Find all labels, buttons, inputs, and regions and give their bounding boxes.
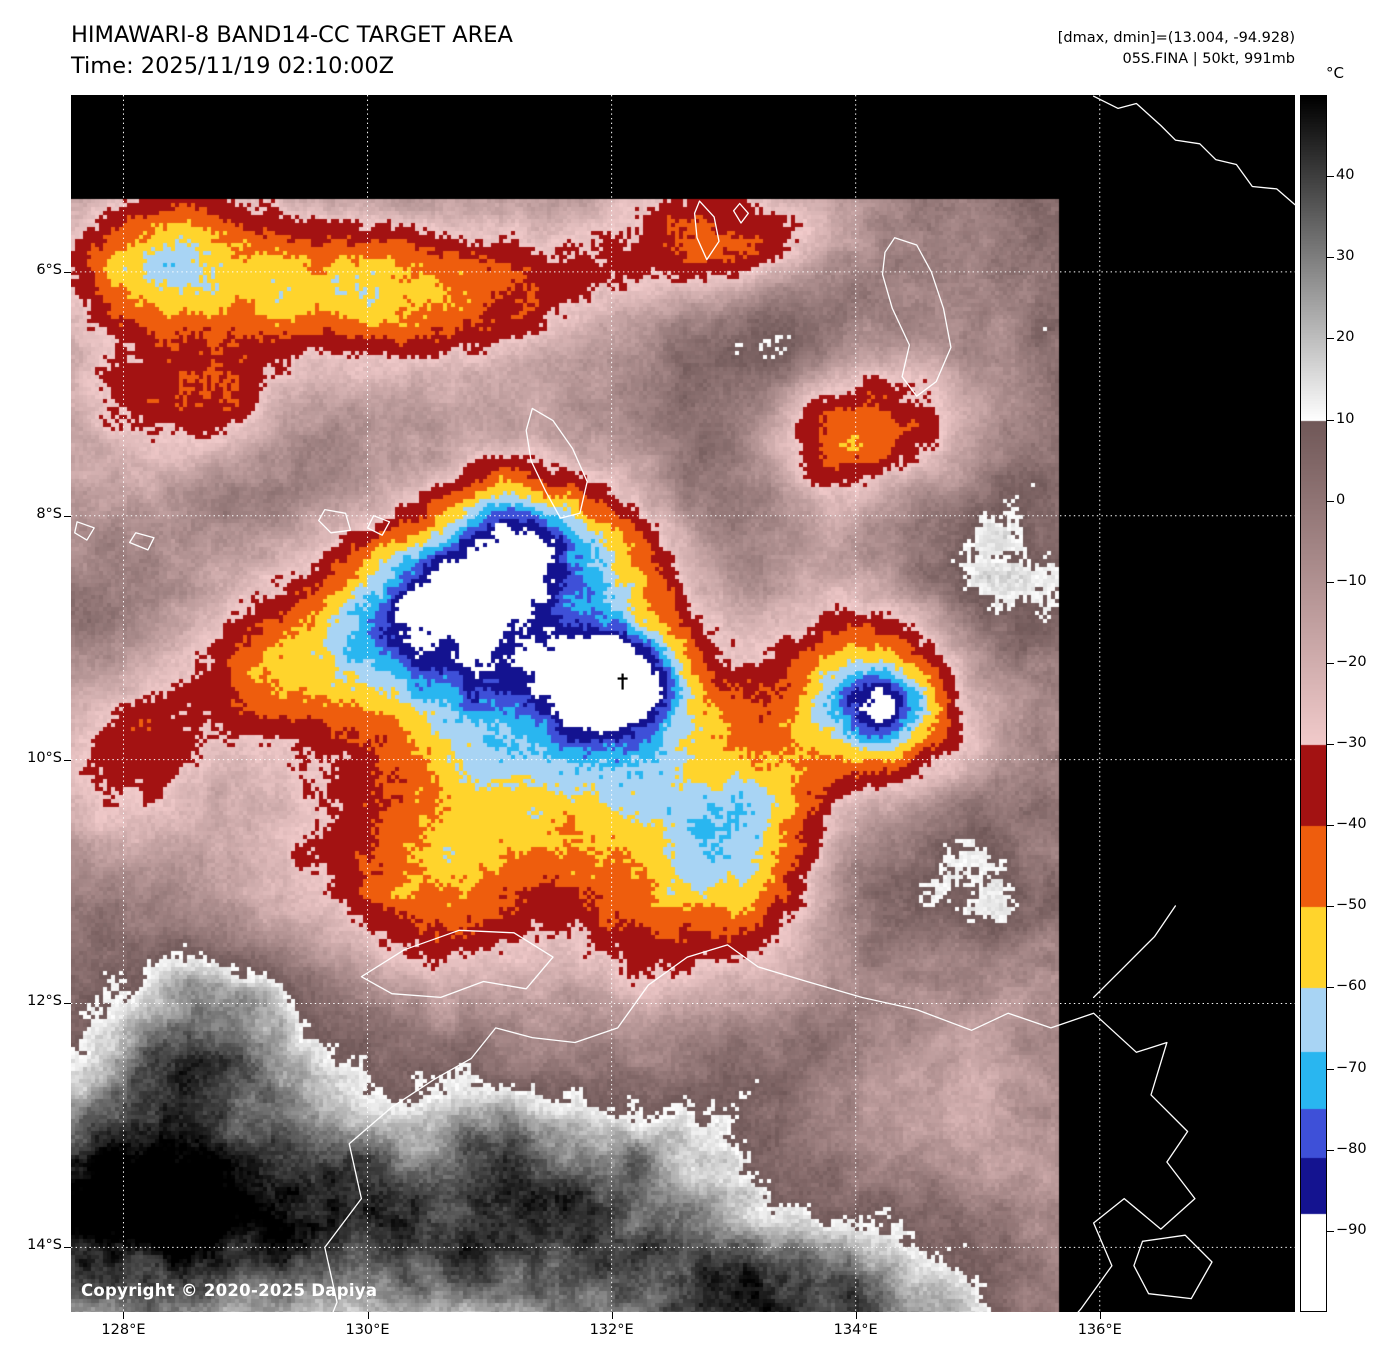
colorbar-unit-label: °C (1326, 64, 1344, 82)
title-block: HIMAWARI-8 BAND14-CC TARGET AREA Time: 2… (71, 20, 513, 82)
colorbar-tick-label: 20 (1336, 329, 1355, 346)
coastline (1092, 905, 1177, 999)
colorbar-tickmark (1327, 906, 1334, 908)
lon-tick-label: 132°E (589, 1322, 634, 1338)
coastline (732, 202, 749, 224)
coastline (1092, 95, 1295, 206)
colorbar-tick-label: 10 (1336, 410, 1355, 427)
colorbar-tick-label: 40 (1336, 167, 1355, 184)
lon-tick-label: 136°E (1077, 1322, 1122, 1338)
colorbar-tickmark (1327, 987, 1334, 989)
figure-title: HIMAWARI-8 BAND14-CC TARGET AREA (71, 22, 513, 48)
annotation-block: [dmax, dmin]=(13.004, -94.928) 05S.FINA … (1058, 28, 1295, 70)
coastline (360, 929, 554, 999)
lat-tickmark (64, 759, 71, 761)
coastline (1133, 1234, 1213, 1300)
colorbar-tickmark (1327, 338, 1334, 340)
coastline (74, 521, 95, 541)
figure-time: Time: 2025/11/19 02:10:00Z (71, 53, 395, 79)
colorbar-tickmark (1327, 1230, 1334, 1232)
lon-tickmark (367, 1312, 369, 1319)
lat-tickmark (64, 1247, 71, 1249)
satellite-plot: Copyright © 2020-2025 Dapiya (71, 95, 1295, 1312)
lon-tickmark (855, 1312, 857, 1319)
colorbar-tick-label: 30 (1336, 248, 1355, 265)
colorbar (1300, 95, 1327, 1312)
copyright-watermark: Copyright © 2020-2025 Dapiya (81, 1281, 378, 1300)
lat-tickmark (64, 271, 71, 273)
colorbar-tick-label: −50 (1336, 897, 1367, 914)
lat-tick-label: 6°S (36, 261, 62, 278)
colorbar-tick-label: −20 (1336, 653, 1367, 670)
colorbar-tickmark (1327, 500, 1334, 502)
coastline (324, 944, 1196, 1312)
lon-tick-label: 128°E (101, 1322, 146, 1338)
lon-tick-label: 130°E (345, 1322, 390, 1338)
colorbar-gradient (1301, 96, 1326, 1311)
storm-annotation: 05S.FINA | 50kt, 991mb (1122, 51, 1295, 67)
colorbar-tick-label: −60 (1336, 978, 1367, 995)
colorbar-tick-label: 0 (1336, 491, 1346, 508)
colorbar-tickmark (1327, 1068, 1334, 1070)
lat-tick-label: 8°S (36, 505, 62, 522)
coastline (693, 200, 720, 261)
lon-tickmark (611, 1312, 613, 1319)
colorbar-tick-label: −90 (1336, 1221, 1367, 1238)
colorbar-tick-label: −10 (1336, 572, 1367, 589)
colorbar-tickmark (1327, 176, 1334, 178)
satellite-image-canvas (71, 95, 1295, 1312)
coastline (525, 407, 588, 519)
colorbar-tick-label: −30 (1336, 735, 1367, 752)
colorbar-tickmark (1327, 419, 1334, 421)
colorbar-tickmark (1327, 257, 1334, 259)
coastline (881, 237, 952, 397)
lon-tickmark (123, 1312, 125, 1319)
colorbar-tickmark (1327, 744, 1334, 746)
map-overlay (71, 95, 1295, 1312)
lon-tickmark (1099, 1312, 1101, 1319)
lon-tick-label: 134°E (833, 1322, 878, 1338)
colorbar-tickmark (1327, 581, 1334, 583)
colorbar-tickmark (1327, 1149, 1334, 1151)
lat-tick-label: 14°S (27, 1237, 62, 1254)
colorbar-tick-label: −70 (1336, 1059, 1367, 1076)
coastline (128, 532, 155, 551)
dmax-dmin-annotation: [dmax, dmin]=(13.004, -94.928) (1057, 30, 1295, 46)
colorbar-tick-label: −80 (1336, 1140, 1367, 1157)
colorbar-tick-label: −40 (1336, 816, 1367, 833)
colorbar-tickmark (1327, 825, 1334, 827)
colorbar-tickmark (1327, 662, 1334, 664)
lat-tickmark (64, 1003, 71, 1005)
lat-tick-label: 10°S (27, 749, 62, 766)
coastline (318, 508, 352, 534)
lat-tick-label: 12°S (27, 993, 62, 1010)
coastline (366, 515, 391, 536)
lat-tickmark (64, 515, 71, 517)
